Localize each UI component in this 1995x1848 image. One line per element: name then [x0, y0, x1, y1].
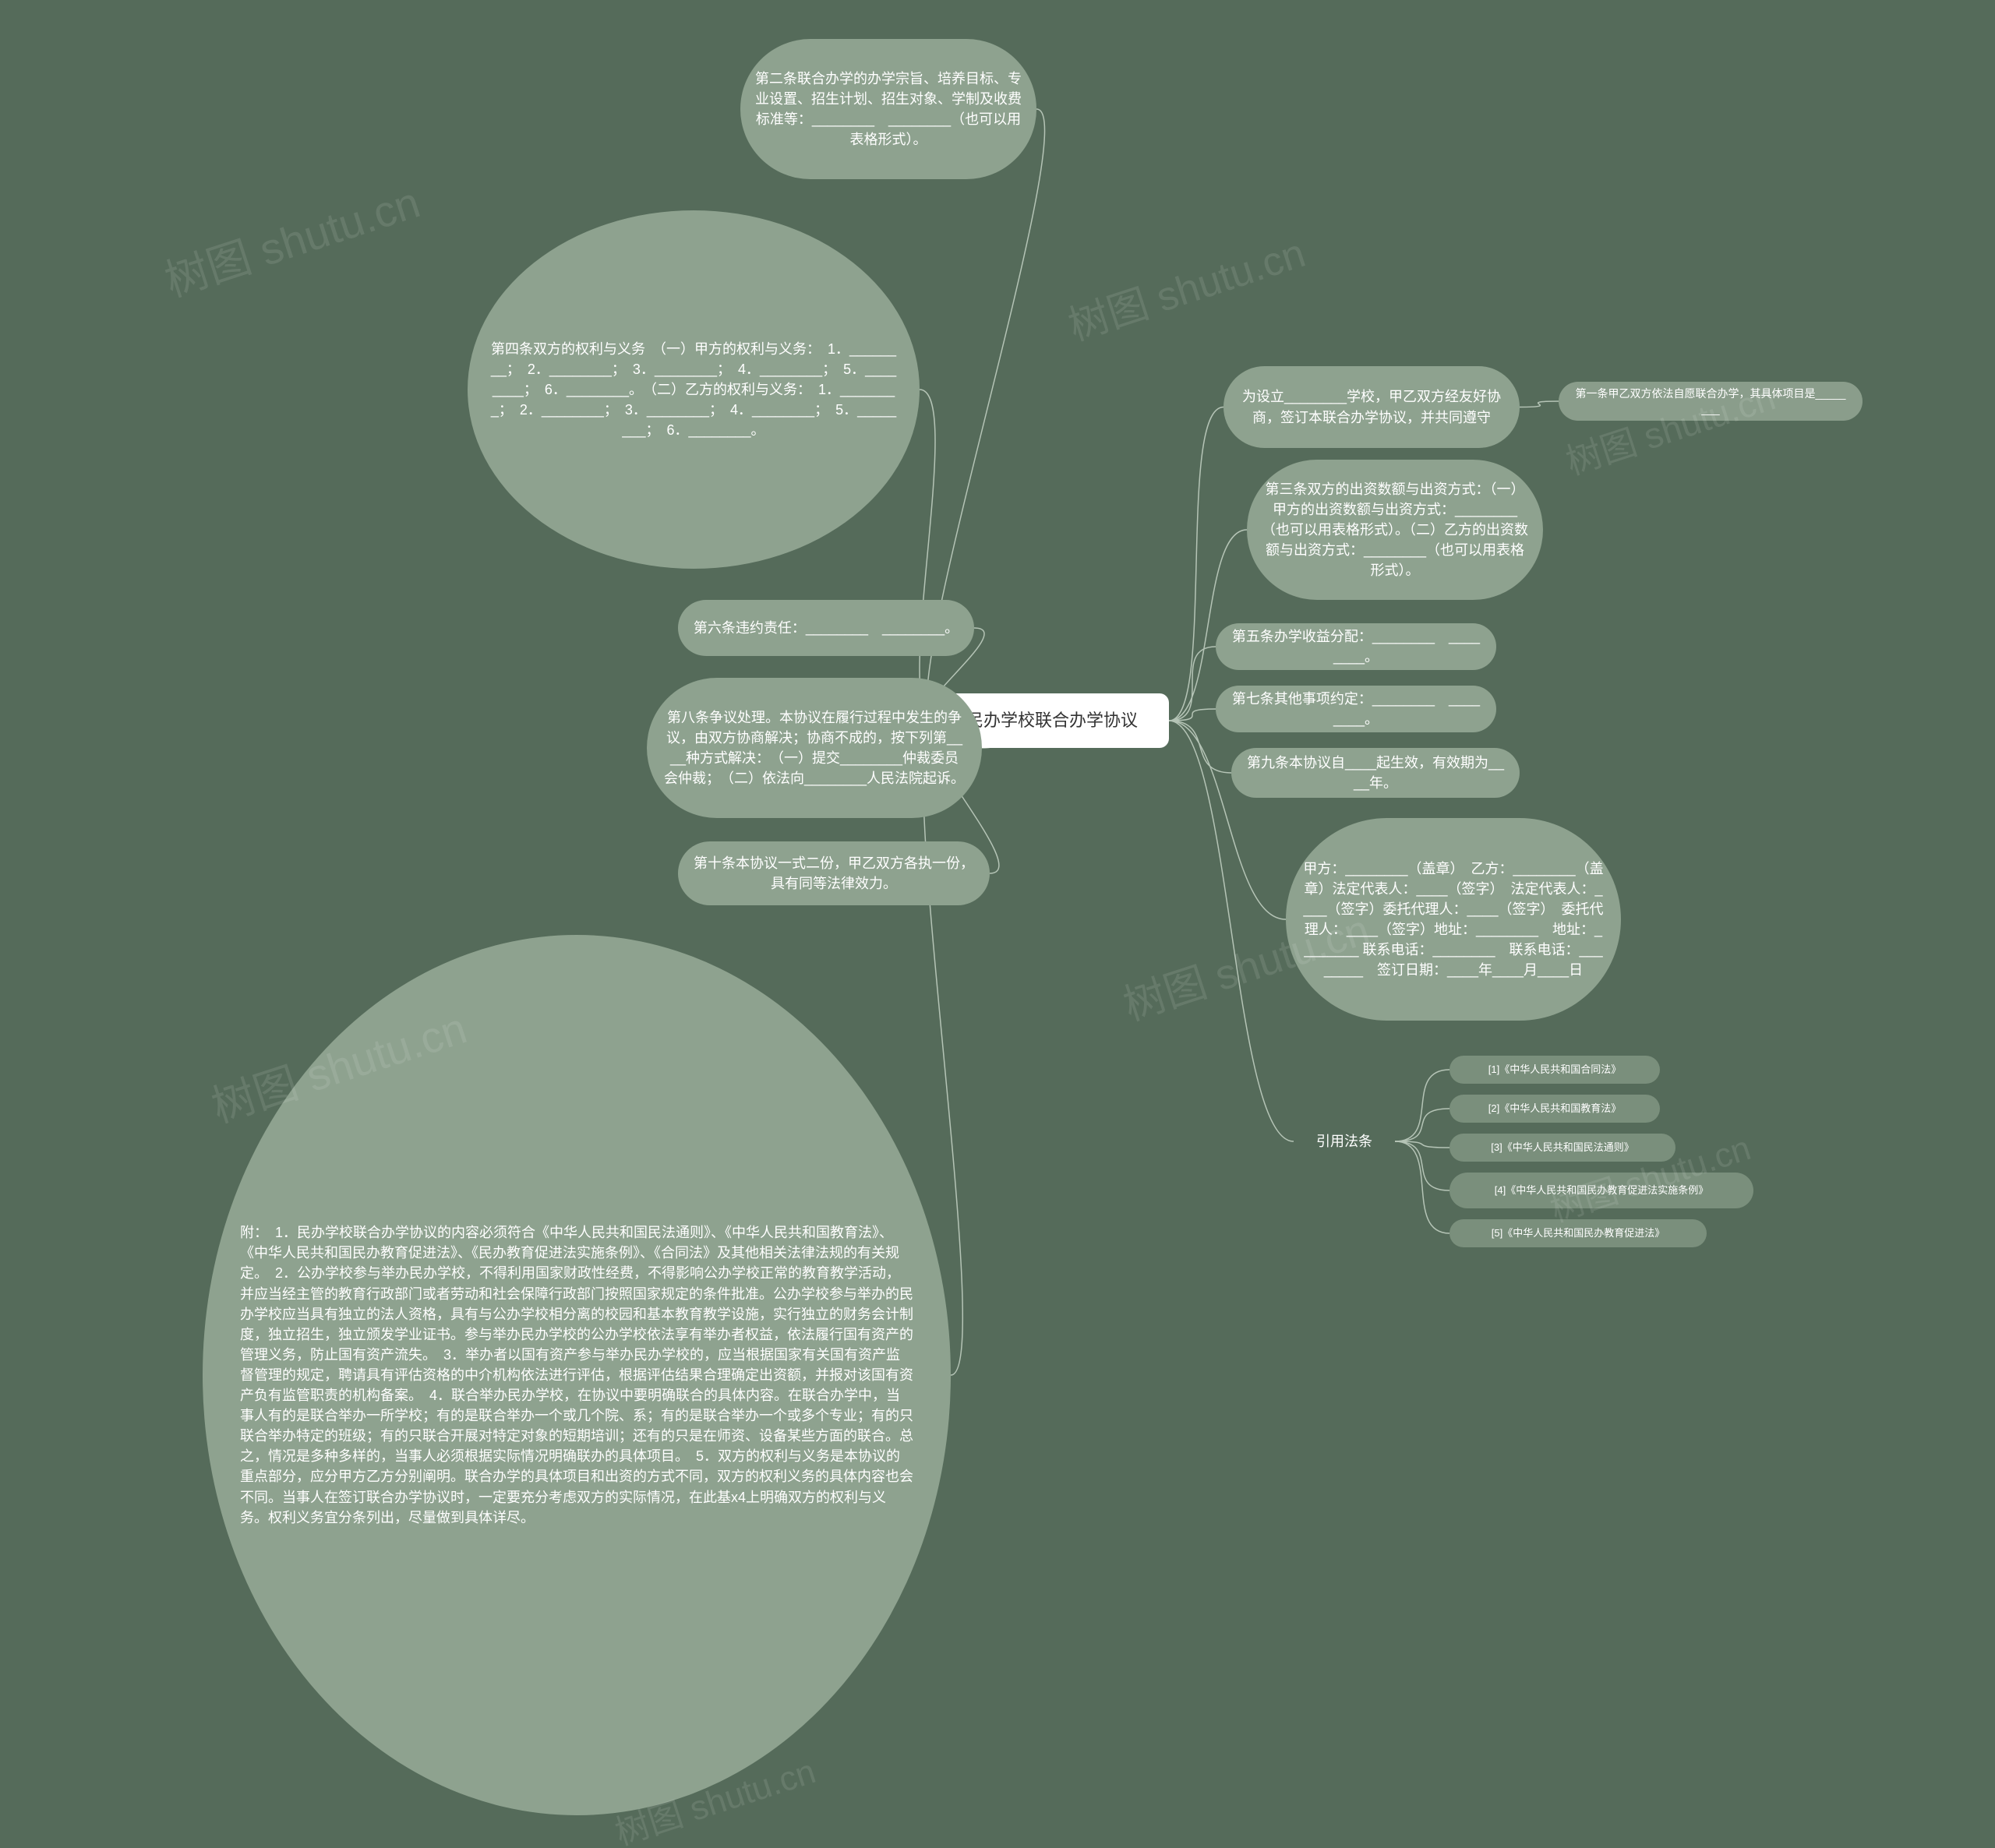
- n-art4: 第四条双方的权利与义务 （一）甲方的权利与义务： 1．________； 2．_…: [468, 210, 920, 569]
- edge: [1395, 1141, 1449, 1148]
- n-appendix-label: 附： 1．民办学校联合办学协议的内容必须符合《中华人民共和国民法通则》、《中华人…: [240, 1222, 913, 1527]
- n-art8-label: 第八条争议处理。本协议在履行过程中发生的争议，由双方协商解决；协商不成的，按下列…: [664, 707, 966, 788]
- n-art1: 第一条甲乙双方依法自愿联合办学，其具体项目是________: [1559, 382, 1863, 421]
- n-art8: 第八条争议处理。本协议在履行过程中发生的争议，由双方协商解决；协商不成的，按下列…: [647, 678, 982, 818]
- ref-item-5: [5]《中华人民共和国民办教育促进法》: [1449, 1219, 1707, 1247]
- n-art3: 第三条双方的出资数额与出资方式：（一）甲方的出资数额与出资方式：________…: [1247, 460, 1543, 600]
- edge: [1395, 1109, 1449, 1141]
- edge: [1169, 647, 1216, 721]
- edge: [1169, 721, 1231, 773]
- n-preamble-label: 为设立________学校，甲乙双方经友好协商，签订本联合办学协议，并共同遵守: [1238, 386, 1505, 427]
- n-art2-label: 第二条联合办学的办学宗旨、培养目标、专业设置、招生计划、招生对象、学制及收费标准…: [755, 69, 1022, 150]
- n-art10: 第十条本协议一式二份，甲乙双方各执一份，具有同等法律效力。: [678, 841, 990, 905]
- ref-item-2-label: [2]《中华人民共和国教育法》: [1460, 1102, 1650, 1116]
- n-art5-label: 第五条办学收益分配：________ ________。: [1230, 626, 1482, 667]
- edge: [1520, 401, 1559, 407]
- edge: [1169, 709, 1216, 721]
- edge: [1395, 1141, 1449, 1190]
- n-art3-label: 第三条双方的出资数额与出资方式：（一）甲方的出资数额与出资方式：________…: [1262, 479, 1528, 580]
- ref-item-3: [3]《中华人民共和国民法通则》: [1449, 1134, 1675, 1162]
- ref-item-2: [2]《中华人民共和国教育法》: [1449, 1095, 1660, 1123]
- n-art6-label: 第六条违约责任：________ ________。: [693, 618, 959, 638]
- watermark: 树图 shutu.cn: [1060, 220, 1312, 352]
- n-sign-label: 甲方：________（盖章） 乙方：________（盖章）法定代表人：___…: [1303, 859, 1605, 981]
- mindmap-canvas: 民办学校联合办学协议第二条联合办学的办学宗旨、培养目标、专业设置、招生计划、招生…: [0, 0, 1995, 1848]
- n-sign: 甲方：________（盖章） 乙方：________（盖章）法定代表人：___…: [1286, 818, 1621, 1021]
- n-art5: 第五条办学收益分配：________ ________。: [1216, 623, 1496, 670]
- ref-item-5-label: [5]《中华人民共和国民办教育促进法》: [1463, 1226, 1694, 1241]
- edge: [1169, 407, 1223, 721]
- n-refs-label-label: 引用法条: [1299, 1131, 1390, 1151]
- n-art1-label: 第一条甲乙双方依法自愿联合办学，其具体项目是________: [1574, 386, 1848, 418]
- edge: [1395, 1070, 1449, 1141]
- n-art6: 第六条违约责任：________ ________。: [678, 600, 974, 656]
- ref-item-3-label: [3]《中华人民共和国民法通则》: [1461, 1141, 1665, 1155]
- ref-item-1: [1]《中华人民共和国合同法》: [1449, 1056, 1660, 1084]
- n-preamble: 为设立________学校，甲乙双方经友好协商，签订本联合办学协议，并共同遵守: [1223, 366, 1520, 448]
- n-art7-label: 第七条其他事项约定：________ ________。: [1230, 689, 1482, 729]
- n-art4-label: 第四条双方的权利与义务 （一）甲方的权利与义务： 1．________； 2．_…: [490, 339, 897, 440]
- n-art7: 第七条其他事项约定：________ ________。: [1216, 686, 1496, 732]
- n-art10-label: 第十条本协议一式二份，甲乙双方各执一份，具有同等法律效力。: [694, 853, 974, 894]
- n-appendix: 附： 1．民办学校联合办学协议的内容必须符合《中华人民共和国民法通则》、《中华人…: [203, 935, 951, 1815]
- edge: [920, 390, 935, 721]
- n-art2: 第二条联合办学的办学宗旨、培养目标、专业设置、招生计划、招生对象、学制及收费标准…: [740, 39, 1036, 179]
- edge: [1395, 1141, 1449, 1233]
- n-art9-label: 第九条本协议自____起生效，有效期为____年。: [1246, 753, 1506, 793]
- n-refs-label: 引用法条: [1294, 1126, 1395, 1157]
- ref-item-4: [4]《中华人民共和国民办教育促进法实施条例》: [1449, 1173, 1753, 1208]
- n-art9: 第九条本协议自____起生效，有效期为____年。: [1231, 748, 1520, 798]
- watermark: 树图 shutu.cn: [156, 168, 427, 309]
- ref-item-1-label: [1]《中华人民共和国合同法》: [1460, 1063, 1650, 1077]
- ref-item-4-label: [4]《中华人民共和国民办教育促进法实施条例》: [1465, 1183, 1739, 1198]
